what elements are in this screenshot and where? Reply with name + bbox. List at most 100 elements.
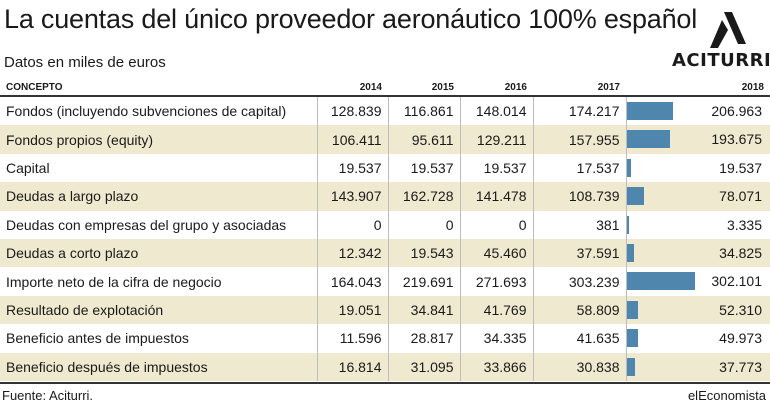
bar-2018 (626, 272, 695, 291)
row-label: Beneficio después de impuestos (6, 358, 208, 375)
cell-2017: 108.739 (532, 182, 626, 211)
cell-2016: 33.866 (459, 352, 533, 381)
cell-2016: 19.537 (459, 153, 533, 183)
row-label: Fondos propios (equity) (6, 131, 154, 148)
value-2018: 3.335 (726, 216, 762, 233)
header-2015: 2015 (431, 81, 454, 93)
cell-2015: 28.817 (387, 324, 460, 353)
row-label: Capital (6, 159, 50, 176)
cell-2016: 34.335 (459, 324, 533, 353)
cell-2015: 31.095 (387, 352, 460, 381)
cell-2018: 49.973 (625, 324, 770, 353)
cell-2015: 162.728 (387, 182, 460, 211)
table-row: Beneficio antes de impuestos 11.596 28.817… (0, 324, 770, 353)
value-2018: 193.675 (711, 131, 762, 148)
cell-2017: 174.217 (532, 96, 626, 126)
row-label: Importe neto de la cifra de negocio (6, 273, 222, 290)
value-2018: 206.963 (711, 103, 762, 119)
cell-2014: 19.051 (316, 295, 388, 325)
value-2018: 78.071 (719, 188, 762, 205)
bar-2018 (626, 300, 639, 319)
bar-2018 (626, 187, 645, 206)
cell-2014: 11.596 (316, 324, 388, 353)
cell-2014: 128.839 (316, 96, 388, 126)
page-subtitle: Datos en miles de euros (4, 54, 166, 71)
cell-2018: 193.675 (625, 125, 770, 154)
source-note: Fuente: Aciturri. (2, 388, 94, 403)
header-concepto: CONCEPTO (6, 81, 63, 93)
cell-2014: 164.043 (316, 267, 388, 296)
cell-2016: 271.693 (459, 267, 533, 296)
logo-text: ACITURRI (672, 50, 770, 71)
cell-2015: 19.537 (387, 153, 460, 183)
cell-2018: 34.825 (625, 238, 770, 268)
table-header-row: CONCEPTO 2014 2015 2016 2017 2018 (0, 79, 770, 96)
cell-2017: 41.635 (532, 324, 626, 353)
cell-2018: 3.335 (625, 210, 770, 239)
cell-2016: 148.014 (459, 96, 533, 126)
cell-2017: 381 (532, 210, 626, 239)
header-2016: 2016 (504, 81, 527, 93)
cell-2014: 19.537 (316, 153, 388, 183)
table-row: Deudas a corto plazo 12.342 19.543 45.460 37… (0, 238, 770, 268)
cell-2015: 34.841 (387, 295, 460, 325)
table-row: Importe neto de la cifra de negocio 164.0… (0, 267, 770, 296)
table-row: Resultado de explotación 19.051 34.841 41.7… (0, 295, 770, 325)
value-2018: 19.537 (719, 159, 762, 176)
table-row: Beneficio después de impuestos 16.814 31.0… (0, 352, 770, 381)
cell-2016: 141.478 (459, 182, 533, 211)
row-label: Beneficio antes de impuestos (6, 330, 189, 347)
cell-2014: 12.342 (316, 238, 388, 268)
value-2018: 34.825 (719, 244, 762, 261)
cell-2017: 37.591 (532, 238, 626, 268)
cell-2018: 78.071 (625, 182, 770, 211)
cell-2018: 302.101 (625, 267, 770, 296)
cell-2017: 30.838 (532, 352, 626, 381)
cell-2016: 41.769 (459, 295, 533, 325)
row-label: Fondos (incluyendo subvenciones de capit… (6, 103, 287, 120)
cell-2017: 157.955 (532, 125, 626, 154)
cell-2015: 219.691 (387, 267, 460, 296)
cell-2018: 52.310 (625, 295, 770, 325)
table-row: Capital 19.537 19.537 19.537 17.537 19.537 (0, 153, 770, 183)
bar-2018 (626, 130, 671, 149)
financial-table: CONCEPTO 2014 2015 2016 2017 2018 Fondos… (0, 79, 770, 381)
publisher-name: elEconomista (687, 388, 766, 403)
cell-2014: 16.814 (316, 352, 388, 381)
cell-2014: 143.907 (316, 182, 388, 211)
bar-2018 (626, 243, 635, 262)
cell-2018: 206.963 (625, 96, 770, 126)
table-row: Fondos (incluyendo subvenciones de capit… (0, 96, 770, 126)
bar-2018 (626, 357, 635, 376)
header-2014: 2014 (359, 81, 382, 93)
cell-2018: 19.537 (625, 153, 770, 183)
cell-2016: 129.211 (459, 125, 533, 154)
row-label: Deudas a corto plazo (6, 245, 139, 262)
value-2018: 302.101 (711, 273, 762, 290)
cell-2014: 106.411 (316, 125, 388, 154)
table-row: Fondos propios (equity) 106.411 95.611 129.… (0, 125, 770, 154)
header-2018: 2018 (741, 81, 764, 93)
aciturri-logo-icon (710, 12, 746, 48)
cell-2015: 95.611 (387, 125, 460, 154)
bar-2018 (626, 215, 629, 234)
value-2018: 52.310 (719, 301, 762, 318)
header-2017: 2017 (597, 81, 620, 93)
cell-2016: 0 (459, 210, 533, 239)
table-body: Fondos (incluyendo subvenciones de capit… (0, 96, 770, 381)
value-2018: 37.773 (719, 358, 762, 375)
bar-2018 (626, 102, 674, 120)
bar-2018 (626, 158, 631, 177)
cell-2018: 37.773 (625, 352, 770, 381)
cell-2015: 19.543 (387, 238, 460, 268)
cell-2017: 17.537 (532, 153, 626, 183)
cell-2017: 303.239 (532, 267, 626, 296)
cell-2015: 116.861 (387, 96, 460, 126)
row-label: Deudas a largo plazo (6, 188, 139, 205)
row-label: Deudas con empresas del grupo y asociada… (6, 216, 287, 233)
bar-2018 (626, 329, 638, 348)
table-row: Deudas con empresas del grupo y asociada… (0, 210, 770, 239)
bottom-rule (0, 382, 770, 384)
cell-2014: 0 (316, 210, 388, 239)
cell-2017: 58.809 (532, 295, 626, 325)
